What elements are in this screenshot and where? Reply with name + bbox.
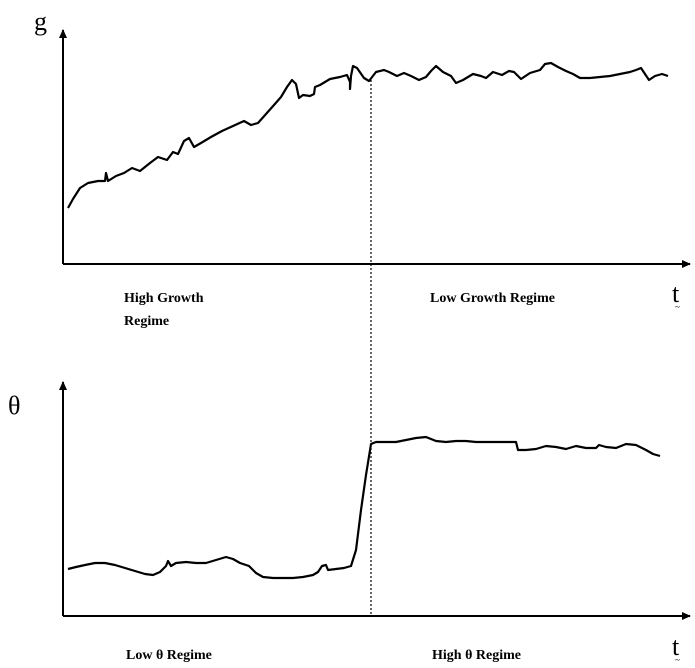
- bottom-y-axis-label: θ: [8, 391, 20, 420]
- top-left-regime-label-line2: Regime: [124, 314, 169, 329]
- bottom-x-axis-label: t: [672, 632, 680, 661]
- bottom-left-regime-label: Low θ Regime: [126, 648, 212, 663]
- top-panel: g t ~ High Growth Regime Low Growth Regi…: [34, 7, 691, 329]
- top-left-regime-label-line1: High Growth: [124, 291, 204, 306]
- bottom-panel: θ t ~ Low θ Regime High θ Regime: [8, 381, 691, 665]
- top-x-axis-tilde: ~: [675, 302, 680, 312]
- bottom-right-regime-label: High θ Regime: [432, 648, 521, 663]
- bottom-x-axis-tilde: ~: [675, 655, 680, 665]
- top-y-axis-label: g: [34, 7, 47, 36]
- top-right-regime-label: Low Growth Regime: [430, 291, 555, 306]
- theta-curve: [67, 435, 661, 580]
- top-x-axis-label: t: [672, 279, 680, 308]
- growth-curve: [67, 61, 669, 209]
